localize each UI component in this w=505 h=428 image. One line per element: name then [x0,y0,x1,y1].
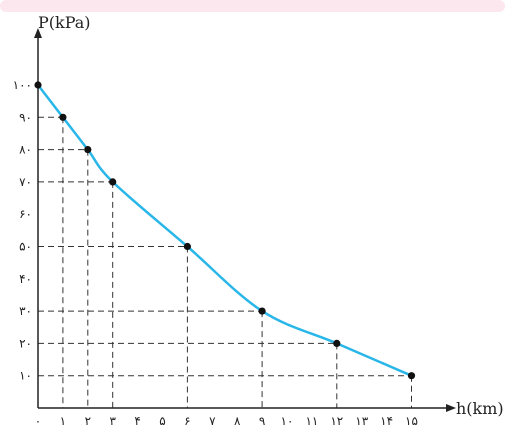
x-tick-label: ۵ [159,414,165,428]
y-tick-label: ۱۰۰ [13,78,32,92]
y-tick-label: ۴۰ [19,272,32,286]
x-tick-label: ۹ [259,414,265,428]
x-tick-label: ۸ [234,414,241,428]
x-tick-label: ۱۴ [380,414,393,428]
x-tick-label: ۱۳ [355,414,368,428]
x-tick-label: ۰ [35,414,41,428]
x-tick-label: ۷ [209,414,216,428]
data-point-0 [34,81,42,89]
x-tick-label: ۱ [60,414,66,428]
data-point-4 [183,242,191,251]
data-points [34,81,416,380]
x-tick-label: ۱۵ [405,414,418,428]
y-tick-label: ۹۰ [19,110,32,124]
x-axis-arrow [446,404,456,412]
data-point-7 [407,372,416,380]
data-point-1 [59,113,67,121]
top-banner [0,0,505,12]
data-point-3 [109,178,117,186]
data-point-6 [333,339,341,347]
y-tick-label: ۵۰ [19,240,32,254]
guide-lines [38,116,412,408]
data-point-5 [258,307,266,315]
pressure-curve [37,84,412,377]
y-tick-label: ۷۰ [19,175,32,189]
x-tick-label: ۶ [184,414,190,428]
y-axis-arrow [34,28,42,38]
y-tick-label: ۲۰ [19,336,32,350]
x-tick-label: ۱۲ [330,414,343,428]
x-tick-label: ۳ [109,414,116,428]
x-tick-label: ۱۱ [305,414,318,428]
x-tick-label: ۲ [85,414,91,428]
y-tick-label: ۳۰ [19,304,32,318]
x-axis-title: h(km) [456,399,504,418]
y-tick-label: ۸۰ [19,143,32,157]
y-tick-label: ۱۰ [19,369,32,383]
x-tick-label: ۱۰ [281,414,294,428]
data-point-2 [84,146,92,154]
axes [34,28,456,412]
curve-layer [37,84,412,377]
y-axis-title: P(kPa) [38,13,91,32]
x-tick-label: ۴ [134,414,140,428]
y-tick-label: ۶۰ [19,207,32,221]
